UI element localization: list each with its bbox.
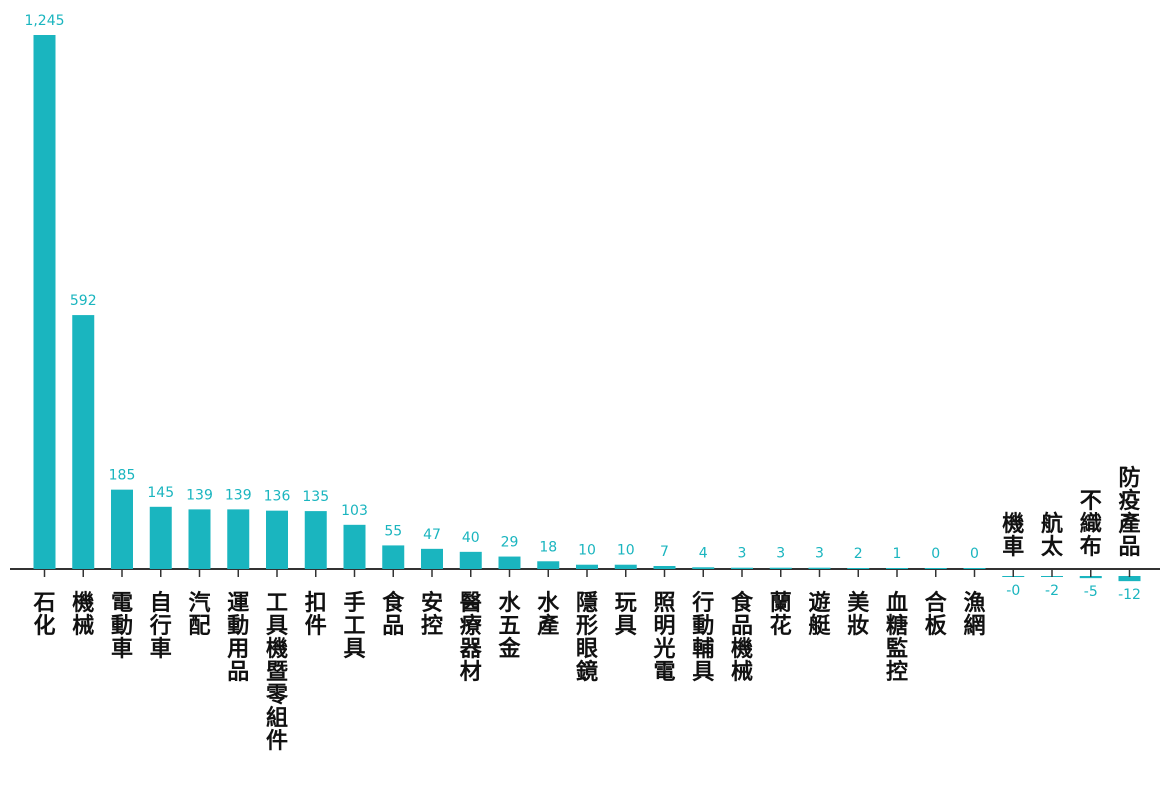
bar-23 xyxy=(886,568,908,569)
category-label: 水五金 xyxy=(497,591,521,662)
value-label: 3 xyxy=(776,546,785,562)
category-label: 水產 xyxy=(537,591,560,639)
value-label: 3 xyxy=(738,546,747,562)
bar-22 xyxy=(847,568,870,569)
category-label: 工具機暨零組件 xyxy=(265,591,289,754)
bar-18 xyxy=(692,567,715,569)
category-label: 行動輔具 xyxy=(691,590,714,685)
category-label: 醫療器材 xyxy=(459,591,483,685)
category-label: 運動用品 xyxy=(227,591,249,685)
bar-11 xyxy=(421,548,443,569)
category-label: 手工具 xyxy=(343,591,365,662)
bar-24 xyxy=(924,568,947,569)
category-label: 美妝 xyxy=(847,590,870,639)
value-label: 10 xyxy=(617,543,635,559)
value-label: 0 xyxy=(931,546,940,562)
bar-19 xyxy=(731,567,753,569)
bar-17 xyxy=(653,565,676,569)
bar-8 xyxy=(304,511,327,569)
bar-16 xyxy=(614,564,637,569)
category-label: 防疫產品 xyxy=(1118,466,1140,560)
value-label: 145 xyxy=(147,485,174,501)
bar-20 xyxy=(769,567,792,569)
category-label: 機械 xyxy=(72,591,94,639)
bar-12 xyxy=(459,551,482,569)
value-label: 29 xyxy=(501,535,519,551)
value-label: 7 xyxy=(660,544,669,560)
value-label: 40 xyxy=(462,530,480,546)
bar-15 xyxy=(576,564,598,569)
value-label: 135 xyxy=(302,489,329,505)
category-label: 照明光電 xyxy=(652,591,675,685)
value-label: 139 xyxy=(225,487,252,503)
bar-10 xyxy=(382,545,405,569)
value-label: 4 xyxy=(699,545,708,561)
category-label: 合板 xyxy=(925,590,948,639)
bars-group xyxy=(33,35,1141,582)
value-label: 185 xyxy=(109,468,136,484)
category-label: 血糖監控 xyxy=(886,590,908,685)
bar-1 xyxy=(33,35,56,569)
category-label: 不織布 xyxy=(1080,489,1102,560)
value-label: 47 xyxy=(423,527,441,543)
bar-6 xyxy=(227,509,250,569)
category-label: 汽配 xyxy=(188,590,210,639)
bar-29 xyxy=(1118,576,1141,582)
value-label: 55 xyxy=(384,523,402,539)
value-label: 18 xyxy=(539,539,557,555)
value-label: -12 xyxy=(1118,587,1141,603)
value-label: 1,245 xyxy=(24,13,64,29)
category-label: 遊艇 xyxy=(808,590,830,639)
value-label: 10 xyxy=(578,543,596,559)
bar-3 xyxy=(111,489,133,569)
value-label: 1 xyxy=(893,546,902,562)
category-label: 石化 xyxy=(32,591,55,639)
value-label: 592 xyxy=(70,293,97,309)
value-label: 103 xyxy=(341,503,368,519)
value-label: 0 xyxy=(970,546,979,562)
bar-2 xyxy=(72,315,95,569)
bar-7 xyxy=(266,510,288,569)
bar-5 xyxy=(188,509,211,569)
value-label: 2 xyxy=(854,546,863,562)
value-label: -0 xyxy=(1006,583,1020,599)
category-label: 漁網 xyxy=(963,590,985,639)
category-label: 自行車 xyxy=(149,590,172,662)
category-label: 食品 xyxy=(382,590,405,639)
bar-14 xyxy=(537,561,560,569)
category-label: 食品機械 xyxy=(731,590,754,685)
value-label: -2 xyxy=(1045,583,1059,599)
bar-21 xyxy=(808,567,831,569)
value-label: -5 xyxy=(1084,584,1098,600)
category-label: 電動車 xyxy=(111,591,133,662)
bar-13 xyxy=(498,556,521,569)
category-label: 玩具 xyxy=(615,591,637,639)
category-labels-group: 石化機械電動車自行車汽配運動用品工具機暨零組件扣件手工具食品安控醫療器材水五金水… xyxy=(32,466,1140,754)
category-label: 機車 xyxy=(1002,512,1024,560)
value-label: 136 xyxy=(264,489,291,505)
category-label: 安控 xyxy=(421,590,443,639)
category-label: 蘭花 xyxy=(770,591,792,639)
value-label: 3 xyxy=(815,546,824,562)
bar-28 xyxy=(1079,576,1102,579)
category-label: 扣件 xyxy=(305,591,327,639)
bar-4 xyxy=(149,506,172,569)
value-label: 139 xyxy=(186,487,213,503)
bar-25 xyxy=(963,568,986,569)
category-label: 隱形眼鏡 xyxy=(576,591,598,685)
bar-9 xyxy=(343,524,366,569)
category-label: 航太 xyxy=(1041,511,1064,560)
ticks-group xyxy=(43,569,1131,577)
